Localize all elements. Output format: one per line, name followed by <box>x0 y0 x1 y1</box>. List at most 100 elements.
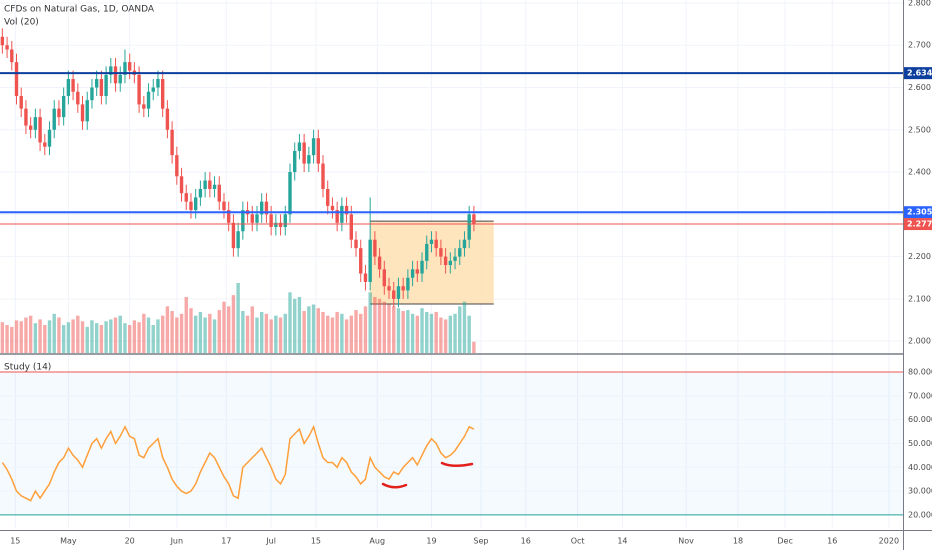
volume-bar <box>222 301 226 353</box>
candle-body <box>222 201 226 211</box>
candle-body <box>10 49 14 63</box>
candle-body <box>179 176 184 194</box>
candle-body <box>293 150 297 173</box>
volume-bar <box>184 297 188 353</box>
volume-bar <box>47 320 52 353</box>
candle-body <box>307 155 311 164</box>
volume-bar <box>57 317 61 353</box>
candle-body <box>311 138 316 156</box>
volume-bar <box>269 319 273 353</box>
volume-bar <box>151 325 155 353</box>
candle-body <box>66 79 71 96</box>
x-tick-label: Jul <box>265 537 276 546</box>
candle-body <box>420 260 424 274</box>
volume-bar <box>19 321 23 353</box>
volume-bar <box>52 313 56 353</box>
candle-body <box>208 180 212 189</box>
candle-body <box>425 243 429 261</box>
volume-bar <box>170 311 174 353</box>
x-tick-label: Sep <box>473 537 488 546</box>
x-tick-label: 16 <box>827 537 837 546</box>
volume-bar <box>406 310 410 353</box>
volume-bar <box>311 304 316 353</box>
volume-bar <box>255 317 259 353</box>
level-tag <box>904 67 932 80</box>
volume-bar <box>142 313 146 353</box>
x-tick-label: 18 <box>733 537 743 546</box>
candle-body <box>264 201 269 215</box>
x-tick-label: May <box>60 537 77 546</box>
candle-body <box>396 286 401 299</box>
volume-bar <box>429 313 434 353</box>
candle-body <box>429 239 434 244</box>
x-tick-label: 14 <box>617 537 627 546</box>
volume-bar <box>458 306 462 353</box>
y-tick-label: 50.000 <box>908 439 932 448</box>
level-label: 2.305 <box>907 208 932 217</box>
candle-body <box>198 188 203 198</box>
y-tick-label: 2.600 <box>908 83 931 92</box>
candle-body <box>462 239 467 249</box>
candle-body <box>344 205 349 215</box>
volume-bar <box>330 317 335 353</box>
volume-bar <box>326 315 330 353</box>
study-line <box>1 424 475 502</box>
candle-body <box>288 172 292 215</box>
candle-body <box>434 239 438 249</box>
volume-bar <box>335 311 339 353</box>
candle-body <box>382 269 387 287</box>
candle-body <box>406 277 410 291</box>
volume-bar <box>373 297 377 353</box>
level-tag <box>904 206 932 219</box>
volume-bar <box>212 319 217 353</box>
volume-bar <box>165 306 170 353</box>
candle-body <box>118 74 122 84</box>
volume-label: Vol (20) <box>4 18 39 28</box>
volume-bar <box>368 292 372 353</box>
volume-bar <box>321 311 325 353</box>
candle-body <box>269 214 273 228</box>
volume-bar <box>250 306 254 353</box>
volume-bar <box>293 298 297 353</box>
x-tick-label: 19 <box>426 537 436 546</box>
candle-body <box>326 188 330 206</box>
volume-bar <box>109 319 113 353</box>
volume-bar <box>274 315 278 353</box>
candle-body <box>231 222 236 249</box>
candle-body <box>260 201 264 215</box>
candle-body <box>33 117 38 130</box>
volume-bar <box>160 315 165 353</box>
y-tick-label: 80.000 <box>908 367 932 376</box>
candle-body <box>113 66 118 84</box>
volume-bar <box>401 311 405 353</box>
x-tick-label: 17 <box>221 537 231 546</box>
candle-body <box>363 273 368 282</box>
volume-bar <box>410 313 415 353</box>
volume-bar <box>137 322 141 353</box>
y-tick-label: 40.000 <box>908 463 932 472</box>
candle-body <box>335 210 339 223</box>
volume-bar <box>179 313 184 353</box>
candle-body <box>241 210 245 232</box>
candle-body <box>160 79 165 109</box>
volume-bar <box>175 317 179 353</box>
candle-body <box>439 248 443 257</box>
volume-bar <box>231 295 236 353</box>
candle-body <box>302 142 306 164</box>
volume-bar <box>132 320 137 353</box>
candle-body <box>368 239 372 282</box>
candle-body <box>340 205 344 223</box>
volume-bar <box>278 317 283 353</box>
candle-body <box>104 74 108 96</box>
y-tick-label: 70.000 <box>908 391 932 400</box>
volume-bar <box>448 315 453 353</box>
volume-bar <box>241 311 245 353</box>
volume-bar <box>38 319 42 353</box>
volume-bar <box>467 315 471 353</box>
candle-body <box>443 256 448 266</box>
candle-body <box>401 286 405 291</box>
volume-bar <box>123 323 127 353</box>
candle-body <box>146 91 151 109</box>
candle-body <box>24 108 28 126</box>
